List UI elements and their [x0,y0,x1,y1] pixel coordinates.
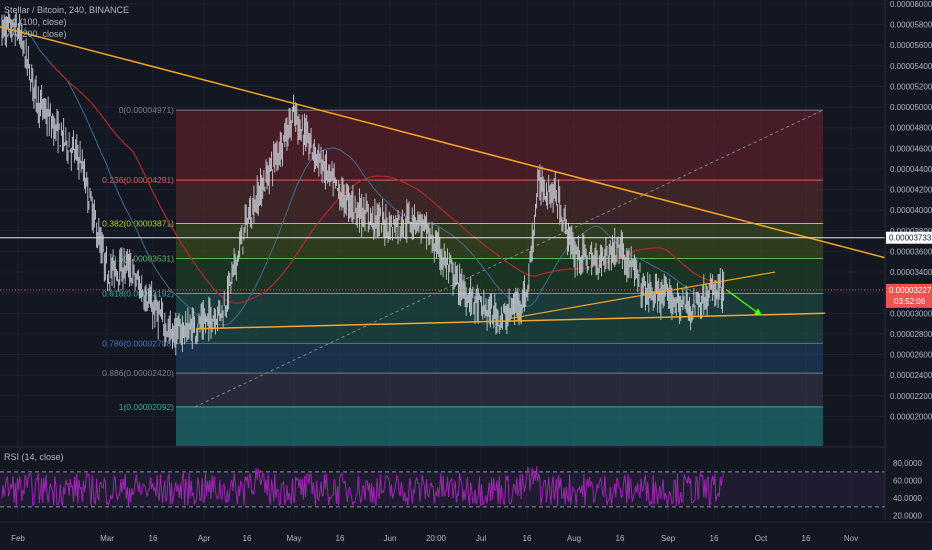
price-tick-label: 0.00003000 [890,309,932,318]
price-axis-bg [885,0,932,550]
fib-level-label: 0.786(0.00002708) [102,338,174,348]
time-tick-label: Oct [755,534,768,543]
rsi-tick-label: 60.0000 [893,477,922,486]
time-tick-label: 16 [616,534,625,543]
price-tick-label: 0.00004800 [890,124,932,133]
fib-band [176,110,823,181]
rsi-legend[interactable]: RSI (14, close) [4,452,64,462]
rsi-tick-label: 80.0000 [893,459,922,468]
support-trendline [195,312,826,330]
ma100-legend[interactable]: MA (100, close) [4,17,67,27]
time-tick-label: Apr [198,534,211,543]
price-tick-label: 0.00003400 [890,268,932,277]
price-tick-label: 0.00004000 [890,206,932,215]
rsi-pane [0,466,885,508]
fib-band [176,180,823,224]
time-tick-label: Jun [384,534,397,543]
rsi-line [1,466,725,508]
rsi-tick-label: 40.0000 [893,494,922,503]
price-tick-label: 0.00005000 [890,103,932,112]
fibonacci-retracement[interactable]: 0(0.00004971) 0.236(0.00004291) 0.382(0.00… [102,105,824,446]
price-tick-label: 0.00002400 [890,371,932,380]
forecast-arrow-head [754,308,762,316]
price-tick-label: 0.00006000 [890,0,932,9]
time-tick-label: 16 [336,534,345,543]
time-tick-label: Nov [844,534,858,543]
time-tick-label: Sep [661,534,676,543]
rsi-tick-label: 20.0000 [893,512,922,521]
ma200-legend[interactable]: MA (200, close) [4,29,67,39]
last-price-badge [886,283,932,308]
fib-level-label: 0(0.00004971) [119,105,174,115]
time-tick-label: 16 [710,534,719,543]
time-tick-label: Jul [476,534,486,543]
price-tick-label: 0.00004400 [890,165,932,174]
price-tick-label: 0.00004600 [890,144,932,153]
candles [1,10,725,356]
time-tick-label: May [286,534,301,543]
time-tick-label: Aug [567,534,581,543]
fib-diagonal [194,109,824,408]
fib-level-label: 0.886(0.00002420) [102,368,174,378]
price-tick-label: 0.00002800 [890,330,932,339]
countdown-label: 03:52:06 [894,297,926,306]
crosshair-price-badge [886,231,932,244]
time-tick-label: 20:00 [426,534,447,543]
fib-band [176,293,823,344]
price-tick-label: 0.00005200 [890,82,932,91]
last-price-label: 0.00003227 [889,286,932,295]
descending-trendline [0,25,932,271]
rising-trendline [509,271,776,320]
fib-band-extension [176,406,823,446]
time-tick-label: 16 [243,534,252,543]
fib-level-label: 0.236(0.00004291) [102,175,174,185]
time-tick-label: 16 [802,534,811,543]
time-tick-label: Mar [100,534,114,543]
price-tick-label: 0.00002600 [890,351,932,360]
fib-band [176,343,823,374]
drawings[interactable] [0,25,932,330]
fib-level-label: 1(0.00002092) [119,402,174,412]
price-tick-label: 0.00003800 [890,227,932,236]
price-tick-label: 0.00003600 [890,247,932,256]
price-tick-label: 0.00005800 [890,21,932,30]
time-tick-label: 16 [523,534,532,543]
fib-band [176,223,823,259]
fib-band [176,373,823,407]
chart-title: Stellar / Bitcoin, 240, BINANCE [4,5,130,15]
time-tick-label: 16 [149,534,158,543]
price-tick-label: 0.00002200 [890,392,932,401]
forecast-arrow-line [725,289,758,313]
fib-level-label: 0.618(0.00003192) [102,288,174,298]
price-tick-label: 0.00004200 [890,186,932,195]
price-tick-label: 0.00005600 [890,41,932,50]
fib-level-label: 0.5(0.00003531) [112,254,175,264]
time-tick-label: Feb [11,534,25,543]
fib-level-label: 0.382(0.00003871) [102,218,174,228]
price-tick-label: 0.00005400 [890,62,932,71]
price-tick-label: 0.00002000 [890,412,932,421]
crosshair-price-label: 0.00003733 [889,234,932,243]
candle-wicks [1,10,725,356]
